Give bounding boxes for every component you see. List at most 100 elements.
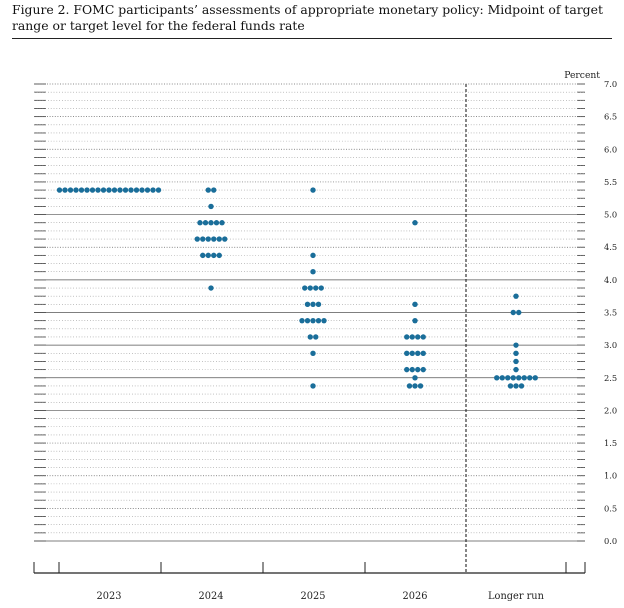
dot xyxy=(310,187,316,193)
y-tick-label: 2.0 xyxy=(604,405,617,415)
y-tick-label: 4.5 xyxy=(604,242,617,252)
dot xyxy=(67,187,74,193)
x-tick-label: Longer run xyxy=(488,591,545,602)
dot xyxy=(420,350,426,357)
gridlines xyxy=(34,83,585,542)
dot xyxy=(208,220,214,226)
dot xyxy=(420,366,426,373)
y-tick-label: 5.5 xyxy=(604,177,617,187)
dot xyxy=(318,285,324,291)
dot xyxy=(216,236,222,242)
dot xyxy=(310,301,316,308)
dot xyxy=(499,375,505,381)
dot xyxy=(415,350,421,357)
y-axis-label: Percent xyxy=(564,70,600,81)
dot xyxy=(518,383,525,389)
dot xyxy=(208,285,214,291)
y-tick-label: 3.0 xyxy=(604,340,617,350)
dot xyxy=(310,268,316,275)
y-tick-label: 3.5 xyxy=(604,308,617,318)
dot xyxy=(200,252,206,259)
dot xyxy=(310,252,316,259)
dot xyxy=(133,187,140,193)
y-tick-label: 1.0 xyxy=(604,471,617,481)
dot xyxy=(205,252,211,259)
dot xyxy=(106,187,112,193)
y-tick-label: 4.0 xyxy=(604,275,617,285)
dot xyxy=(307,285,313,291)
dot xyxy=(200,236,206,242)
dot xyxy=(315,317,322,324)
dot xyxy=(194,236,200,242)
dot xyxy=(315,301,322,308)
dot xyxy=(100,187,107,193)
x-tick-label: 2026 xyxy=(403,591,428,602)
dot xyxy=(111,187,118,193)
dot xyxy=(205,236,211,242)
dot xyxy=(513,383,519,389)
dot xyxy=(122,187,129,193)
dot xyxy=(409,334,415,340)
dot xyxy=(494,375,500,381)
dot xyxy=(415,334,421,340)
dot xyxy=(516,375,522,381)
y-tick-label: 5.0 xyxy=(604,210,617,220)
dot xyxy=(310,383,316,389)
dot xyxy=(513,342,519,348)
dot xyxy=(302,285,308,291)
dot xyxy=(505,375,511,381)
dot xyxy=(513,350,519,357)
dot xyxy=(202,220,209,226)
dot xyxy=(73,187,79,193)
dot xyxy=(412,317,418,324)
dot xyxy=(513,366,519,373)
dot xyxy=(507,383,514,389)
dot xyxy=(304,301,311,308)
dot xyxy=(417,383,424,389)
dot xyxy=(211,252,217,259)
dot xyxy=(412,383,418,389)
title-rule xyxy=(12,38,612,39)
dot xyxy=(516,309,522,316)
dot xyxy=(412,375,418,381)
dot xyxy=(313,285,319,291)
y-tick-label: 7.0 xyxy=(604,79,617,89)
dot xyxy=(155,187,162,193)
dots xyxy=(56,187,538,389)
dot xyxy=(532,375,538,381)
dot xyxy=(222,236,228,242)
dot xyxy=(513,293,519,299)
axes xyxy=(33,84,586,574)
y-tick-label: 6.5 xyxy=(604,112,617,122)
dot xyxy=(62,187,68,193)
dot xyxy=(409,350,415,357)
dot xyxy=(310,350,316,357)
dot xyxy=(144,187,151,193)
dot xyxy=(211,236,217,242)
dot xyxy=(139,187,145,193)
dot xyxy=(404,334,410,340)
dot xyxy=(84,187,90,193)
axis-labels: 0.0 0.5 1.0 1.5 2.0 2.5 3.0 3.5 4.0 4.5 5.0 5.5 6.0 6… xyxy=(97,70,618,602)
dot xyxy=(307,334,313,340)
dot xyxy=(128,187,134,193)
dot xyxy=(527,375,533,381)
dot xyxy=(406,383,413,389)
dot xyxy=(299,317,305,324)
dot xyxy=(117,187,123,193)
y-tick-label: 6.0 xyxy=(604,144,617,154)
dot xyxy=(415,366,421,373)
y-tick-label: 0.5 xyxy=(604,503,617,513)
dot xyxy=(219,220,225,226)
dot xyxy=(310,317,316,324)
dot xyxy=(211,187,217,193)
dot xyxy=(95,187,101,193)
dot xyxy=(304,317,311,324)
dot xyxy=(420,334,426,340)
dot xyxy=(321,317,327,324)
y-tick-label: 0.0 xyxy=(604,536,617,546)
y-tick-label: 1.5 xyxy=(604,438,617,448)
x-tick-label: 2023 xyxy=(97,591,122,602)
dot xyxy=(510,375,516,381)
dot xyxy=(404,366,410,373)
